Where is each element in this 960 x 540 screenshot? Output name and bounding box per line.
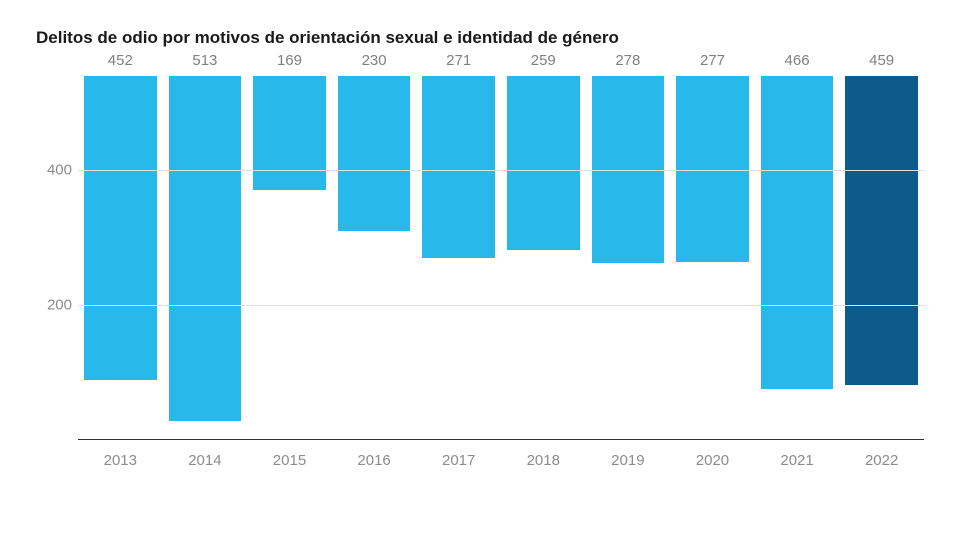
bar-value-label: 259 xyxy=(531,52,556,69)
x-tick-label: 2021 xyxy=(761,452,834,476)
gridline xyxy=(78,170,924,171)
bar-value-label: 169 xyxy=(277,52,302,69)
bar: 271 xyxy=(422,76,495,258)
bar-slot: 271 xyxy=(422,76,495,439)
bar-slot: 459 xyxy=(845,76,918,439)
bar-value-label: 278 xyxy=(615,52,640,69)
bar: 452 xyxy=(84,76,157,380)
bar-value-label: 459 xyxy=(869,52,894,69)
bars-group: 452513169230271259278277466459 xyxy=(78,76,924,439)
bar-slot: 259 xyxy=(507,76,580,439)
bar: 277 xyxy=(676,76,749,262)
x-axis: 2013 2014 2015 2016 2017 2018 2019 2020 2021 2022 xyxy=(78,444,924,476)
bar-slot: 169 xyxy=(253,76,326,439)
bar-value-label: 271 xyxy=(446,52,471,69)
plot-area: 452513169230271259278277466459 xyxy=(78,76,924,440)
x-tick-label: 2016 xyxy=(338,452,411,476)
bar-value-label: 230 xyxy=(362,52,387,69)
bar-value-label: 277 xyxy=(700,52,725,69)
x-tick-label: 2020 xyxy=(676,452,749,476)
y-tick-label: 200 xyxy=(36,297,72,314)
x-tick-label: 2014 xyxy=(169,452,242,476)
bar-value-label: 466 xyxy=(785,52,810,69)
x-tick-label: 2017 xyxy=(422,452,495,476)
chart-title: Delitos de odio por motivos de orientaci… xyxy=(36,28,924,48)
bar: 169 xyxy=(253,76,326,190)
y-tick-label: 400 xyxy=(36,162,72,179)
bar: 259 xyxy=(507,76,580,250)
bar-slot: 277 xyxy=(676,76,749,439)
bar-slot: 452 xyxy=(84,76,157,439)
x-tick-label: 2022 xyxy=(845,452,918,476)
gridline xyxy=(78,305,924,306)
bar: 459 xyxy=(845,76,918,385)
x-tick-label: 2019 xyxy=(592,452,665,476)
bar: 230 xyxy=(338,76,411,231)
bar-slot: 278 xyxy=(592,76,665,439)
bar-slot: 513 xyxy=(169,76,242,439)
bar-value-label: 513 xyxy=(192,52,217,69)
bar-slot: 230 xyxy=(338,76,411,439)
bar: 513 xyxy=(169,76,242,421)
x-tick-label: 2015 xyxy=(253,452,326,476)
bar-slot: 466 xyxy=(761,76,834,439)
bar: 466 xyxy=(761,76,834,389)
x-tick-label: 2013 xyxy=(84,452,157,476)
chart-container: 452513169230271259278277466459 201320142… xyxy=(36,76,924,476)
bar-value-label: 452 xyxy=(108,52,133,69)
x-tick-label: 2018 xyxy=(507,452,580,476)
